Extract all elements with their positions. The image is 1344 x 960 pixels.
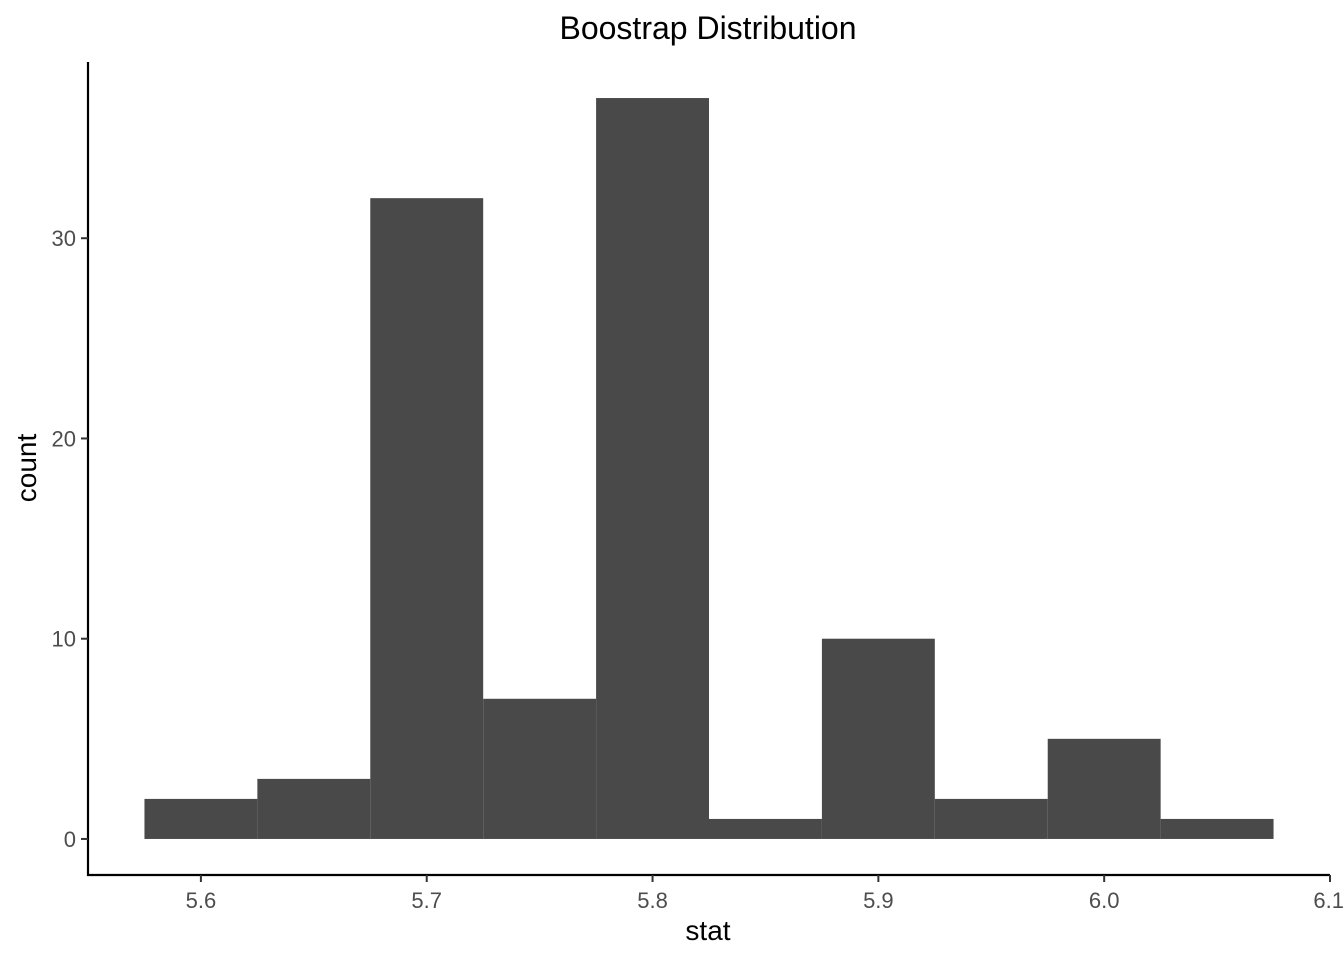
y-ticks-group: 0 10 20 30 [52, 226, 88, 852]
histogram-bar [370, 198, 484, 839]
bars-group [144, 98, 1274, 839]
x-tick-label: 5.8 [637, 888, 668, 913]
y-tick-label: 0 [64, 827, 76, 852]
histogram-bar [934, 798, 1048, 839]
x-tick-label: 5.9 [863, 888, 894, 913]
chart-title: Boostrap Distribution [559, 10, 856, 46]
x-ticks-group: 5.6 5.7 5.8 5.9 6.0 6.1 [186, 875, 1344, 913]
y-tick-label: 30 [52, 226, 76, 251]
y-tick-label: 10 [52, 627, 76, 652]
x-tick-label: 5.6 [186, 888, 217, 913]
histogram-bar [257, 778, 371, 839]
x-axis-title: stat [685, 915, 730, 946]
histogram-bar [821, 638, 935, 839]
x-tick-label: 5.7 [411, 888, 442, 913]
histogram-bar [709, 818, 822, 839]
histogram-bar [1047, 738, 1161, 839]
histogram-bar [483, 698, 597, 839]
y-axis-title: count [11, 434, 42, 503]
y-tick-label: 20 [52, 426, 76, 451]
histogram-bar [596, 98, 709, 839]
histogram-bar [1160, 818, 1274, 839]
x-tick-label: 6.0 [1089, 888, 1120, 913]
histogram-bar [144, 798, 258, 839]
x-tick-label: 6.1 [1313, 888, 1344, 913]
